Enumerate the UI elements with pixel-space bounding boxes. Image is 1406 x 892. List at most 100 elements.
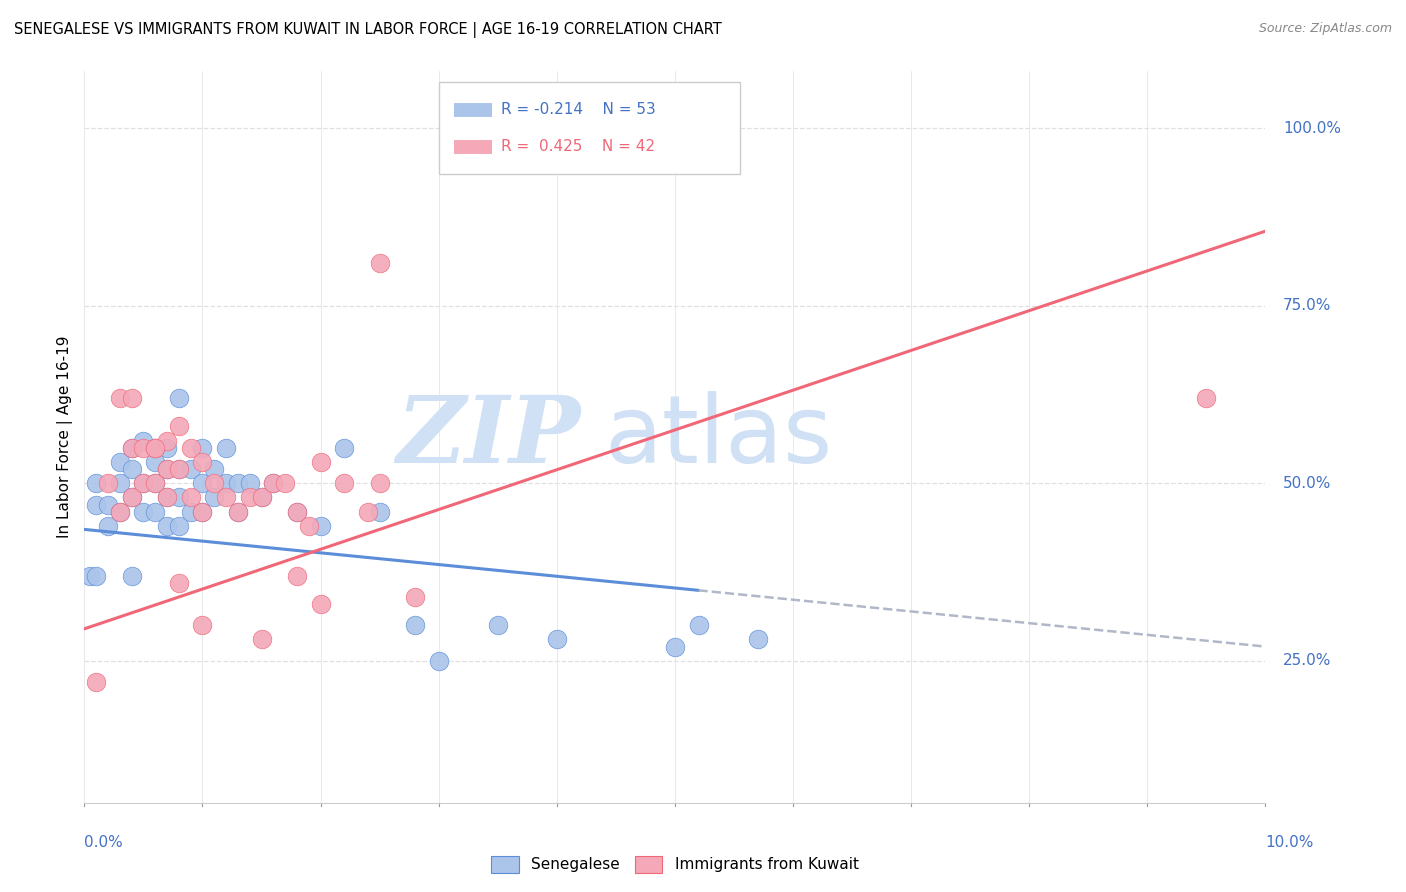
Text: 0.0%: 0.0% (84, 836, 124, 850)
Point (108, 505, 131, 519)
Text: 10.0%: 10.0% (1265, 836, 1313, 850)
Point (132, 434, 155, 448)
Point (226, 505, 249, 519)
Point (167, 462, 190, 476)
Point (156, 434, 179, 448)
Point (404, 618, 426, 632)
Point (167, 519, 190, 533)
Point (84, 568, 107, 582)
Point (486, 618, 509, 632)
Point (215, 476, 238, 491)
Point (191, 505, 214, 519)
Point (191, 476, 214, 491)
Point (262, 476, 284, 491)
Point (309, 519, 332, 533)
Text: R =  0.425    N = 42: R = 0.425 N = 42 (502, 139, 655, 154)
Text: 100.0%: 100.0% (1284, 120, 1341, 136)
Point (250, 491, 273, 505)
Point (108, 505, 131, 519)
Point (262, 476, 284, 491)
Point (121, 441, 143, 455)
Point (132, 476, 155, 491)
Point (143, 476, 166, 491)
Point (132, 476, 155, 491)
Point (215, 491, 238, 505)
Y-axis label: In Labor Force | Age 16-19: In Labor Force | Age 16-19 (58, 335, 73, 539)
Point (1195, 391, 1218, 405)
Point (167, 462, 190, 476)
Point (191, 505, 214, 519)
Point (226, 476, 249, 491)
Point (285, 568, 308, 582)
Point (167, 575, 190, 590)
Point (143, 505, 166, 519)
Point (368, 505, 391, 519)
Point (167, 491, 190, 505)
Point (191, 455, 214, 469)
Point (121, 491, 143, 505)
Point (143, 441, 166, 455)
Point (226, 505, 249, 519)
Point (688, 618, 710, 632)
Point (132, 505, 155, 519)
Point (121, 568, 143, 582)
Point (121, 491, 143, 505)
Point (108, 476, 131, 491)
Point (404, 590, 426, 604)
Text: ZIP: ZIP (396, 392, 581, 482)
Point (79, 568, 101, 582)
Point (167, 391, 190, 405)
Point (202, 491, 225, 505)
Text: R = -0.214    N = 53: R = -0.214 N = 53 (502, 102, 657, 117)
Point (97, 476, 120, 491)
Point (180, 441, 202, 455)
Text: atlas: atlas (605, 391, 832, 483)
FancyBboxPatch shape (439, 82, 740, 174)
Point (143, 455, 166, 469)
Point (202, 476, 225, 491)
Point (143, 441, 166, 455)
Point (121, 391, 143, 405)
Point (191, 441, 214, 455)
Point (239, 476, 262, 491)
Point (250, 632, 273, 647)
Point (239, 491, 262, 505)
Legend: Senegalese, Immigrants from Kuwait: Senegalese, Immigrants from Kuwait (485, 849, 865, 880)
Point (191, 618, 214, 632)
Point (285, 505, 308, 519)
Point (215, 441, 238, 455)
Point (121, 462, 143, 476)
Point (333, 441, 356, 455)
Point (84, 476, 107, 491)
Point (97, 498, 120, 512)
Point (156, 462, 179, 476)
Point (143, 441, 166, 455)
Point (333, 476, 356, 491)
Text: SENEGALESE VS IMMIGRANTS FROM KUWAIT IN LABOR FORCE | AGE 16-19 CORRELATION CHAR: SENEGALESE VS IMMIGRANTS FROM KUWAIT IN … (14, 22, 721, 38)
Point (285, 505, 308, 519)
Point (132, 441, 155, 455)
Point (180, 462, 202, 476)
Point (156, 462, 179, 476)
Point (108, 455, 131, 469)
Point (84, 498, 107, 512)
Point (274, 476, 297, 491)
Point (167, 419, 190, 434)
Point (546, 632, 568, 647)
Point (143, 476, 166, 491)
Point (357, 505, 380, 519)
Point (664, 640, 686, 654)
Point (298, 519, 321, 533)
Point (84, 675, 107, 690)
Point (309, 597, 332, 611)
Point (180, 505, 202, 519)
Point (156, 519, 179, 533)
Text: 25.0%: 25.0% (1284, 653, 1331, 668)
Point (156, 491, 179, 505)
Point (97, 519, 120, 533)
Point (250, 491, 273, 505)
Point (202, 462, 225, 476)
Text: 50.0%: 50.0% (1284, 475, 1331, 491)
Text: Source: ZipAtlas.com: Source: ZipAtlas.com (1258, 22, 1392, 36)
Point (180, 491, 202, 505)
